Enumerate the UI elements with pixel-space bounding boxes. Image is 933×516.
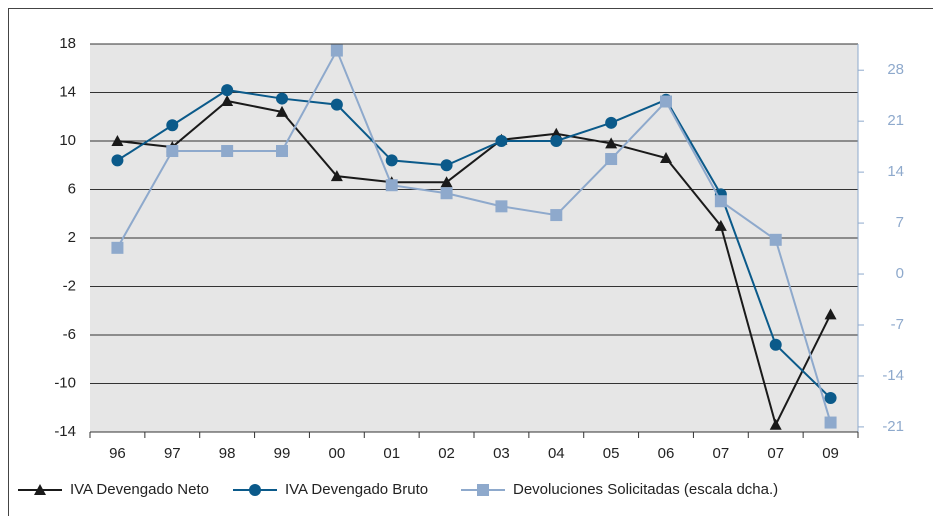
frame (8, 8, 933, 516)
y-tick-label: -6 (63, 326, 76, 343)
y2-tick-label: -14 (882, 367, 904, 384)
data-point (769, 233, 782, 246)
data-point (221, 84, 234, 97)
x-tick-label: 02 (438, 445, 455, 462)
y-tick-label: 18 (59, 35, 76, 52)
x-tick-label: 99 (274, 445, 291, 462)
data-point (660, 151, 672, 163)
x-tick-label: 03 (493, 445, 510, 462)
data-point (550, 209, 563, 222)
y-tick-label: -2 (63, 277, 76, 294)
y2-tick-label: 0 (896, 265, 904, 282)
data-point (330, 44, 343, 57)
data-point (221, 145, 234, 158)
data-point (111, 135, 124, 146)
data-point (769, 338, 782, 351)
data-point (440, 187, 453, 200)
data-point (824, 392, 837, 405)
series-line (117, 99, 832, 428)
data-point (495, 135, 508, 147)
data-point (550, 135, 563, 147)
data-point (166, 145, 179, 158)
data-point (495, 200, 508, 213)
data-point (714, 219, 727, 231)
data-point (440, 159, 453, 172)
data-point (714, 195, 727, 208)
x-tick-label: 06 (658, 445, 675, 462)
data-point (330, 170, 343, 182)
data-point (769, 418, 782, 430)
legend-label: IVA Devengado Bruto (285, 481, 428, 498)
y-tick-label: -10 (54, 374, 76, 391)
x-tick-label: 05 (603, 445, 620, 462)
data-point (111, 241, 124, 254)
y-tick-label: 6 (68, 180, 76, 197)
x-tick-label: 04 (548, 445, 565, 462)
data-point (660, 95, 672, 108)
series-line (116, 89, 832, 399)
x-tick-label: 98 (219, 445, 236, 462)
y2-tick-label: -7 (891, 316, 904, 333)
x-tick-label: 07 (713, 445, 730, 462)
data-point (824, 308, 837, 320)
legend-label: Devoluciones Solicitadas (escala dcha.) (513, 481, 778, 498)
y-tick-label: -14 (54, 423, 76, 440)
y-tick-label: 14 (59, 83, 76, 100)
y2-tick-label: 21 (887, 112, 904, 129)
legend-marker (249, 484, 261, 496)
data-point (605, 153, 618, 166)
data-point (605, 116, 618, 129)
data-point (385, 154, 398, 167)
y-tick-label: 10 (59, 132, 76, 149)
data-point (276, 145, 288, 158)
data-point (221, 94, 234, 106)
y2-tick-label: 14 (887, 163, 904, 180)
x-tick-label: 00 (329, 445, 346, 462)
data-point (330, 98, 343, 111)
legend-label: IVA Devengado Neto (70, 481, 209, 498)
y2-tick-label: -21 (882, 418, 904, 435)
data-point (824, 416, 837, 429)
x-tick-label: 09 (822, 445, 839, 462)
series-line (116, 48, 832, 423)
x-tick-label: 01 (383, 445, 400, 462)
legend-marker (477, 484, 489, 496)
y2-tick-label: 7 (896, 214, 904, 231)
x-tick-label: 07 (767, 445, 784, 462)
x-tick-label: 97 (164, 445, 181, 462)
data-point (605, 137, 618, 149)
x-tick-label: 96 (109, 445, 126, 462)
data-point (166, 119, 179, 132)
y-tick-label: 2 (68, 229, 76, 246)
data-point (276, 92, 288, 105)
data-point (440, 176, 453, 188)
y2-tick-label: 28 (887, 61, 904, 78)
data-point (385, 179, 398, 192)
legend-marker (34, 484, 46, 495)
data-point (276, 105, 288, 117)
data-point (111, 154, 124, 167)
